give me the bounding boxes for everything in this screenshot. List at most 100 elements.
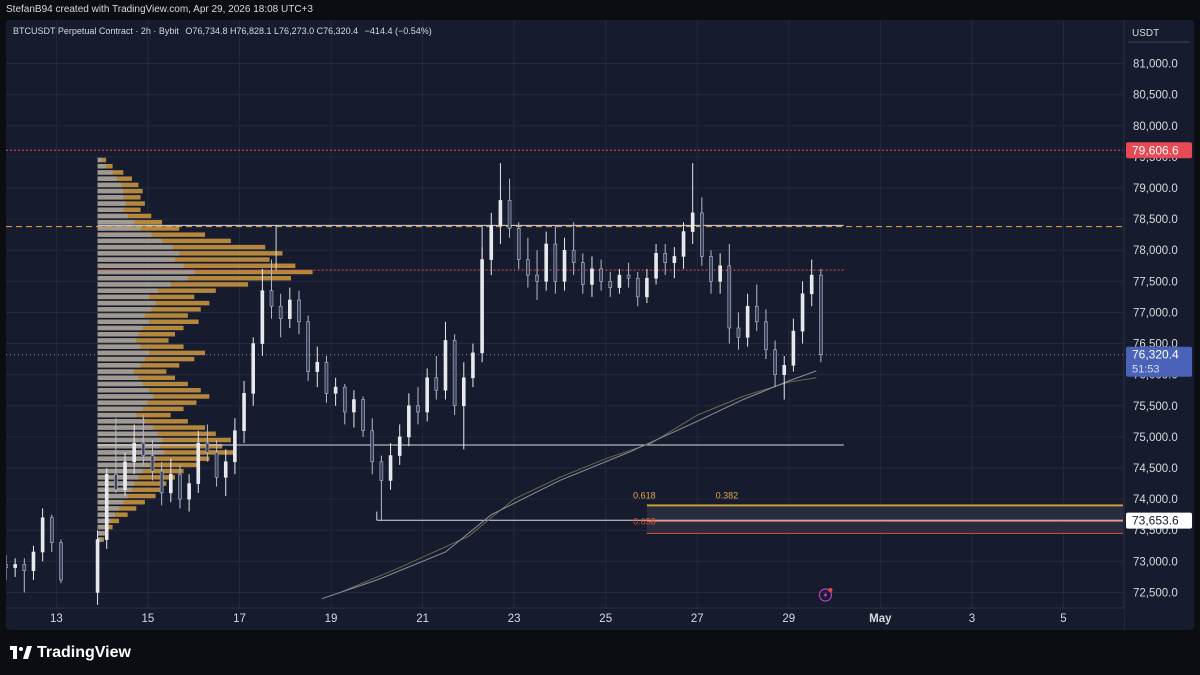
candle-body[interactable]	[233, 430, 237, 463]
candle-body[interactable]	[40, 517, 45, 553]
candle-body[interactable]	[590, 268, 594, 285]
candle-body[interactable]	[223, 461, 228, 478]
candle-body[interactable]	[498, 200, 503, 226]
candle-body[interactable]	[288, 299, 292, 319]
candle-body[interactable]	[489, 225, 494, 260]
candle-body[interactable]	[104, 473, 109, 540]
candle-body[interactable]	[434, 377, 439, 391]
candle-body[interactable]	[672, 256, 677, 263]
candle-body[interactable]	[379, 461, 384, 481]
candle-body[interactable]	[169, 473, 173, 494]
volume-profile-bar-inner	[97, 282, 171, 287]
candle-body[interactable]	[95, 539, 100, 593]
candle-body[interactable]	[159, 470, 164, 494]
candle-body[interactable]	[352, 399, 356, 413]
candle-body[interactable]	[370, 430, 375, 463]
candle-body[interactable]	[608, 281, 613, 288]
candle-body[interactable]	[333, 386, 338, 394]
candle-body[interactable]	[809, 274, 814, 295]
candle-body[interactable]	[416, 405, 420, 413]
price-tag-red[interactable]	[1126, 142, 1192, 159]
candle-body[interactable]	[581, 262, 585, 285]
candle-body[interactable]	[544, 243, 548, 282]
candle-body[interactable]	[6, 564, 8, 568]
candle-body[interactable]	[49, 517, 54, 543]
candle-body[interactable]	[342, 386, 347, 413]
candle-body[interactable]	[242, 393, 246, 431]
candle-body[interactable]	[480, 259, 484, 354]
candle-body[interactable]	[388, 455, 393, 481]
candle-body[interactable]	[324, 361, 329, 394]
candle-body[interactable]	[535, 274, 539, 282]
time-axis[interactable]	[6, 608, 1124, 630]
candle-body[interactable]	[269, 290, 274, 307]
candle-body[interactable]	[315, 361, 320, 372]
candle-body[interactable]	[123, 461, 127, 491]
candle-body[interactable]	[397, 436, 402, 456]
candle-body[interactable]	[782, 365, 787, 375]
candle-body[interactable]	[13, 564, 17, 568]
candle-body[interactable]	[471, 352, 475, 379]
alert-flash-icon[interactable]	[818, 588, 833, 602]
candle-body[interactable]	[654, 253, 658, 279]
candle-body[interactable]	[31, 551, 36, 571]
candle-body[interactable]	[718, 265, 722, 282]
candle-body[interactable]	[178, 473, 182, 500]
candle-body[interactable]	[461, 377, 466, 407]
price-axis[interactable]	[1124, 20, 1194, 630]
candle-body[interactable]	[425, 377, 429, 413]
candle-body[interactable]	[764, 321, 768, 351]
candle-body[interactable]	[745, 305, 750, 338]
candle-body[interactable]	[599, 268, 603, 282]
candle-body[interactable]	[645, 277, 649, 298]
candle-body[interactable]	[278, 305, 283, 319]
candle-body[interactable]	[407, 405, 411, 438]
candle-body[interactable]	[114, 473, 118, 491]
candle-body[interactable]	[562, 249, 567, 282]
price-tag-blue[interactable]	[1126, 346, 1192, 377]
candle-body[interactable]	[626, 274, 631, 279]
candle-body[interactable]	[251, 343, 256, 394]
volume-profile-bar-inner	[97, 263, 184, 269]
candle-body[interactable]	[361, 399, 365, 431]
volume-profile-bar-inner	[97, 275, 188, 281]
candle-body[interactable]	[22, 564, 27, 571]
chart-panel[interactable]: 0.618 0.382 0.658 USDT 81,000.0 80,500.0 80,00…	[6, 20, 1194, 630]
candle-body[interactable]	[516, 228, 521, 260]
candle-body[interactable]	[571, 249, 576, 263]
candle-body[interactable]	[736, 327, 741, 338]
tradingview-logo[interactable]: TradingView	[10, 644, 131, 662]
candle-body[interactable]	[297, 299, 301, 323]
candle-body[interactable]	[635, 277, 640, 298]
candle-body[interactable]	[306, 321, 310, 372]
candle-body[interactable]	[132, 442, 136, 463]
candle-body[interactable]	[819, 274, 823, 356]
candle-body[interactable]	[681, 231, 686, 257]
candle-body[interactable]	[553, 243, 558, 282]
candle-body[interactable]	[59, 542, 63, 581]
candle-body[interactable]	[791, 330, 796, 366]
candle-body[interactable]	[617, 274, 622, 288]
candle-body[interactable]	[709, 256, 713, 282]
candle-body[interactable]	[205, 442, 210, 453]
volume-profile-bar-inner	[97, 406, 143, 412]
candle-body[interactable]	[727, 265, 732, 329]
candle-body[interactable]	[187, 483, 191, 500]
candle-body[interactable]	[700, 212, 704, 257]
candle-body[interactable]	[773, 349, 777, 375]
candle-body[interactable]	[150, 455, 155, 472]
candle-body[interactable]	[196, 442, 201, 484]
candle-body[interactable]	[690, 212, 695, 232]
candle-body[interactable]	[141, 442, 146, 456]
candle-body[interactable]	[754, 305, 759, 323]
candle-body[interactable]	[663, 253, 668, 263]
candle-body[interactable]	[214, 452, 219, 478]
candle-body[interactable]	[452, 340, 457, 407]
candle-body[interactable]	[526, 259, 530, 276]
candle-body[interactable]	[260, 290, 265, 344]
price-tag-white[interactable]	[1126, 512, 1192, 529]
candle-body[interactable]	[443, 340, 448, 391]
candle-body[interactable]	[800, 293, 805, 332]
candle-body[interactable]	[507, 200, 512, 229]
price-chart[interactable]: 0.618 0.382 0.658 USDT 81,000.0 80,500.0 80,00…	[6, 20, 1194, 630]
